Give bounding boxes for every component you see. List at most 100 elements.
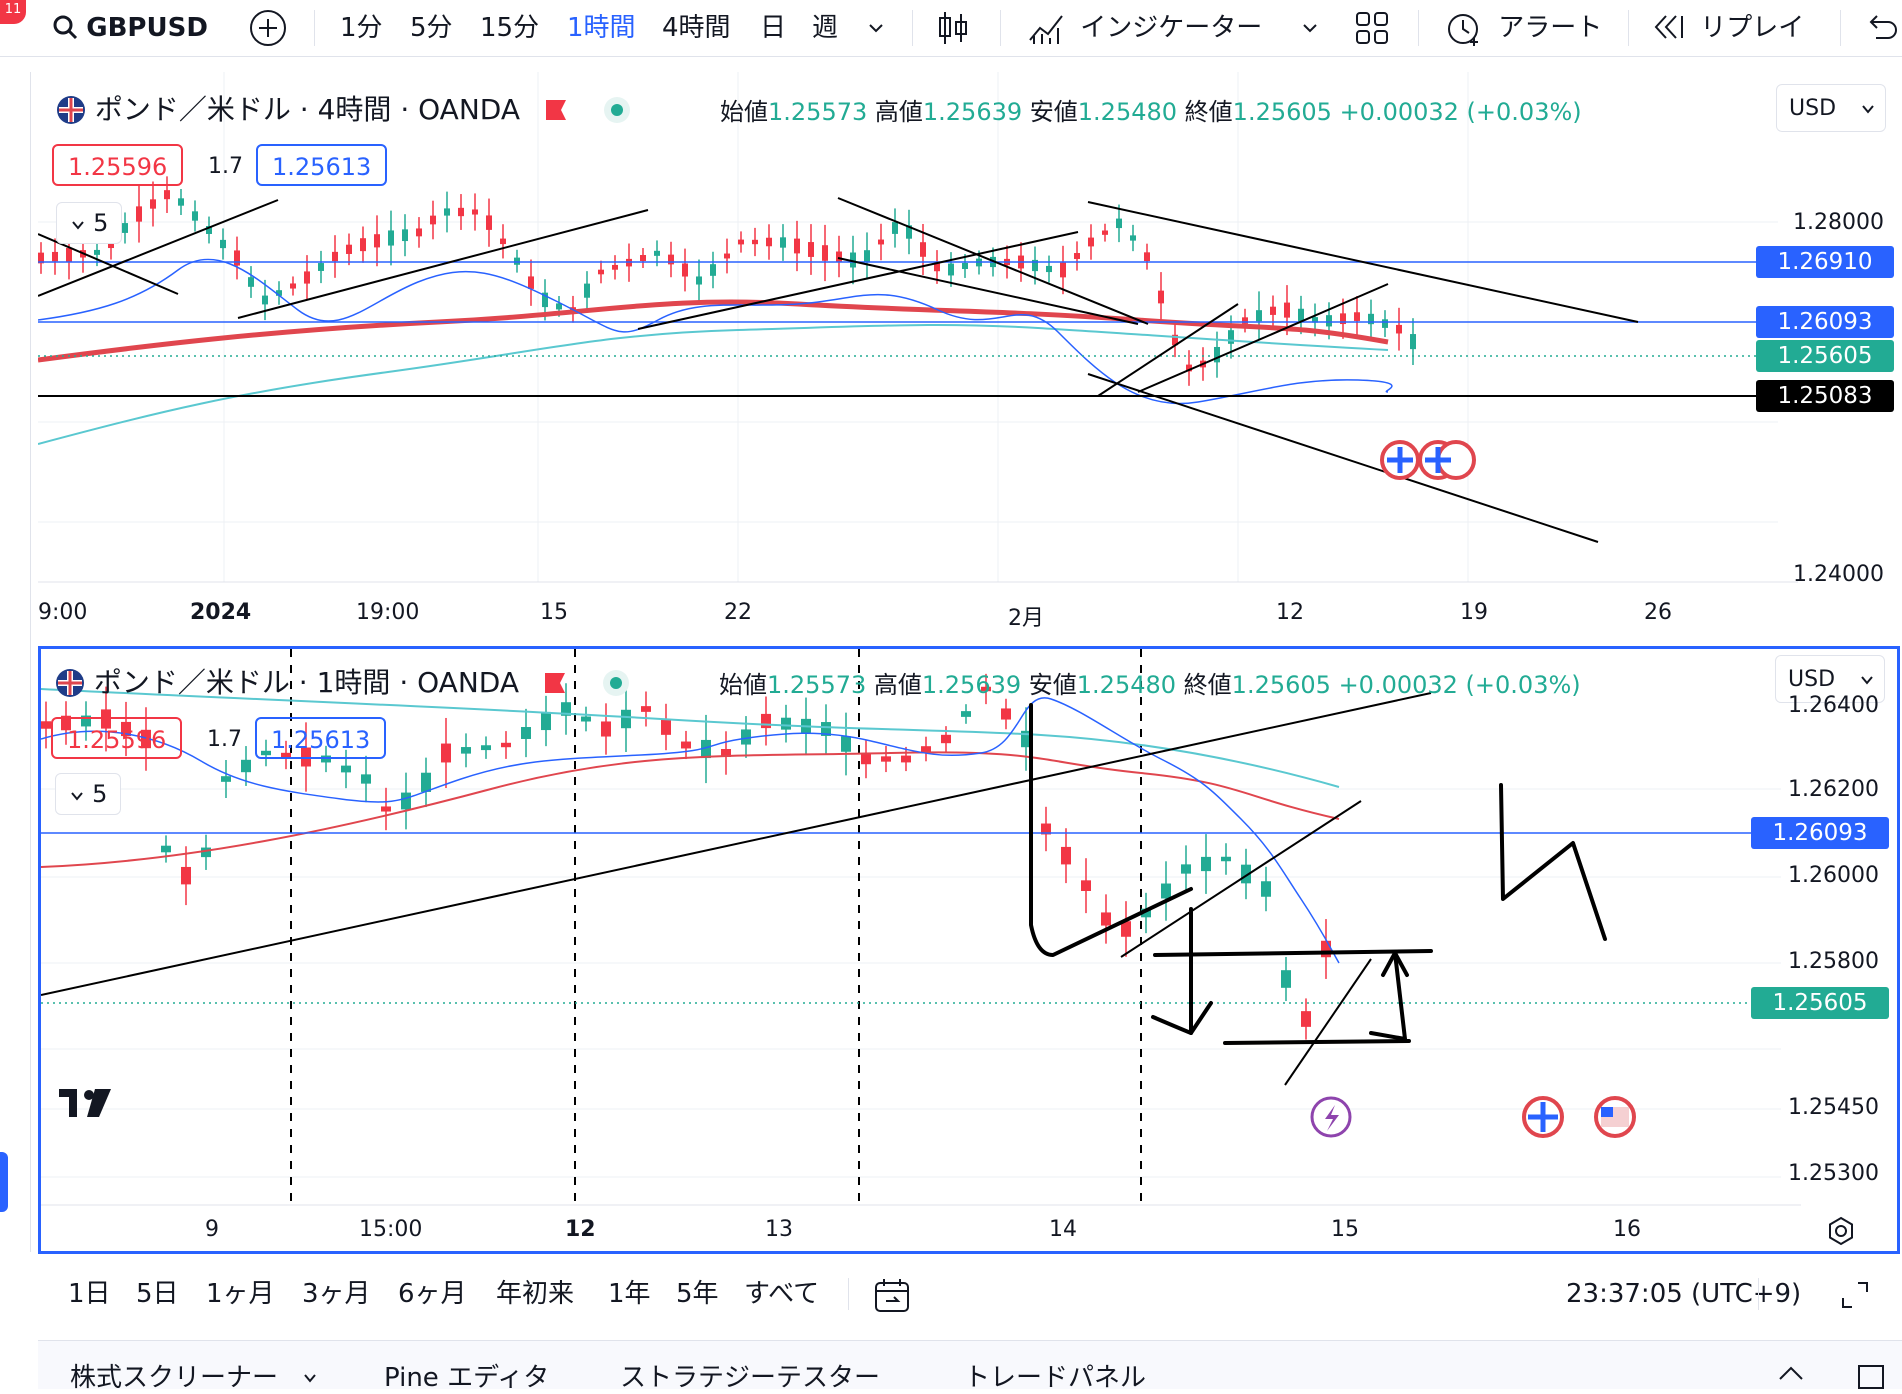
economic-events-4h[interactable] [1380, 440, 1476, 480]
range-1m[interactable]: 1ヶ月 [206, 1279, 275, 1309]
tab-strategy-tester[interactable]: ストラテジーテスター [620, 1363, 881, 1393]
economic-events-1h[interactable] [1310, 1096, 1636, 1138]
alert-button[interactable]: アラート [1444, 0, 1602, 56]
candle-body [724, 253, 730, 259]
interval-5m[interactable]: 5分 [410, 13, 453, 43]
collapse-indicators-1h[interactable]: 5 [55, 773, 121, 815]
candle-body [430, 215, 436, 225]
price-label-1-25083[interactable]: 1.25083 [1756, 380, 1894, 412]
candle-body [401, 792, 411, 810]
range-1y[interactable]: 1年 [608, 1279, 651, 1309]
candle-body [1301, 1011, 1311, 1027]
drawing-toolbar-strip[interactable] [0, 72, 31, 1252]
notification-badge[interactable]: 11 [0, 0, 26, 24]
candle-body [201, 847, 211, 858]
candle-body [281, 752, 291, 758]
range-6m[interactable]: 6ヶ月 [398, 1279, 467, 1309]
flag-icon [545, 100, 566, 120]
currency-label: USD [1788, 667, 1836, 692]
range-all[interactable]: すべて [744, 1279, 820, 1309]
sell-button-1h[interactable]: 1.25596 [51, 717, 183, 759]
maximize-panel-button[interactable] [1856, 1363, 1886, 1393]
y-tick: 1.25450 [1788, 1095, 1879, 1120]
replay-button[interactable]: リプレイ [1652, 0, 1804, 56]
candle-body [1281, 970, 1291, 988]
candle-body [402, 229, 408, 242]
price-label-1-26910[interactable]: 1.26910 [1756, 246, 1894, 278]
candle-body [388, 230, 394, 246]
chart-pane-1h[interactable]: ポンド／米ドル · 1時間 · OANDA 始値1.25573 高値1.2563… [38, 646, 1900, 1254]
candle-body [1074, 253, 1080, 259]
chart-pane-4h[interactable]: ポンド／米ドル · 4時間 · OANDA 始値1.25573 高値1.2563… [38, 72, 1902, 652]
x-tick: 19:00 [356, 600, 420, 625]
interval-1w[interactable]: 週 [812, 13, 839, 43]
price-label-1-26093[interactable]: 1.26093 [1751, 817, 1889, 849]
trendlines-4h[interactable] [38, 197, 1639, 543]
candle-body [962, 262, 968, 270]
collapse-indicators-4h[interactable]: 5 [56, 202, 122, 244]
fullscreen-button[interactable] [1840, 1280, 1870, 1314]
compare-button[interactable] [248, 0, 288, 56]
candle-body [361, 774, 371, 784]
currency-select-4h[interactable]: USD [1776, 84, 1886, 132]
tab-trade-panel[interactable]: トレードパネル [964, 1363, 1147, 1393]
candle-body [1368, 313, 1374, 325]
price-label-1-26093[interactable]: 1.26093 [1756, 306, 1894, 338]
candle-body [878, 239, 884, 245]
interval-4h[interactable]: 4時間 [662, 13, 731, 43]
candle-body [521, 727, 531, 739]
candle-body [1186, 364, 1192, 372]
candle-body [1221, 856, 1231, 862]
currency-select-1h[interactable]: USD [1775, 655, 1885, 703]
tradingview-logo-icon[interactable] [59, 1089, 111, 1117]
tab-pine-editor[interactable]: Pine エディタ [384, 1363, 550, 1393]
candle-body [241, 759, 251, 773]
symbol-search[interactable]: GBPUSD [52, 0, 208, 56]
symbol-legend-1h[interactable]: ポンド／米ドル · 1時間 · OANDA [55, 661, 631, 701]
x-tick: 16 [1613, 1217, 1641, 1242]
candle-body [1241, 864, 1251, 884]
interval-1d[interactable]: 日 [760, 13, 787, 43]
sell-button-4h[interactable]: 1.25596 [52, 144, 184, 186]
clock[interactable]: 23:37:05 (UTC+9) [1566, 1279, 1802, 1309]
spread-4h: 1.7 [208, 154, 243, 179]
indicators-dropdown[interactable] [1300, 0, 1320, 56]
symbol-legend-4h[interactable]: ポンド／米ドル · 4時間 · OANDA [56, 88, 632, 128]
active-tool-indicator[interactable] [0, 1152, 8, 1212]
candle-body [150, 199, 156, 209]
range-5y[interactable]: 5年 [676, 1279, 719, 1309]
close-value: 1.25605 [1231, 671, 1331, 699]
undo-button[interactable] [1862, 0, 1898, 56]
x-tick: 14 [1049, 1217, 1077, 1242]
interval-1h[interactable]: 1時間 [567, 13, 636, 43]
fullscreen-icon [1842, 1282, 1868, 1308]
trendlines-1h[interactable] [41, 692, 1432, 1086]
range-3m[interactable]: 3ヶ月 [302, 1279, 371, 1309]
indicators-button[interactable]: インジケーター [1026, 0, 1262, 56]
candle-body [1121, 921, 1131, 937]
layout-button[interactable] [1354, 0, 1390, 56]
chart-4h-canvas[interactable] [38, 72, 1902, 652]
tab-stock-screener[interactable]: 株式スクリーナー [70, 1357, 318, 1394]
y-tick: 1.24000 [1793, 562, 1884, 587]
collapse-panel-button[interactable] [1776, 1363, 1806, 1387]
range-5d[interactable]: 5日 [136, 1279, 179, 1309]
goto-date-button[interactable] [872, 1276, 912, 1320]
range-1d[interactable]: 1日 [68, 1279, 111, 1309]
indicators-label: インジケーター [1080, 13, 1263, 43]
range-ytd[interactable]: 年初来 [496, 1279, 575, 1309]
chart-type-button[interactable] [936, 0, 970, 56]
chevron-down-icon [869, 24, 883, 33]
interval-15m[interactable]: 15分 [480, 13, 540, 43]
hand-drawings[interactable] [1029, 703, 1607, 1045]
interval-1m[interactable]: 1分 [340, 13, 383, 43]
candle-body [701, 739, 711, 759]
candle-body [528, 276, 534, 289]
candle-body [921, 746, 931, 752]
ohlc-legend-4h: 始値1.25573 高値1.25639 安値1.25480 終値1.25605 … [720, 92, 1582, 127]
chart-settings-button[interactable] [1825, 1215, 1857, 1251]
buy-button-1h[interactable]: 1.25613 [255, 717, 387, 759]
candle-body [341, 765, 351, 773]
interval-dropdown[interactable] [866, 0, 886, 56]
buy-button-4h[interactable]: 1.25613 [256, 144, 388, 186]
